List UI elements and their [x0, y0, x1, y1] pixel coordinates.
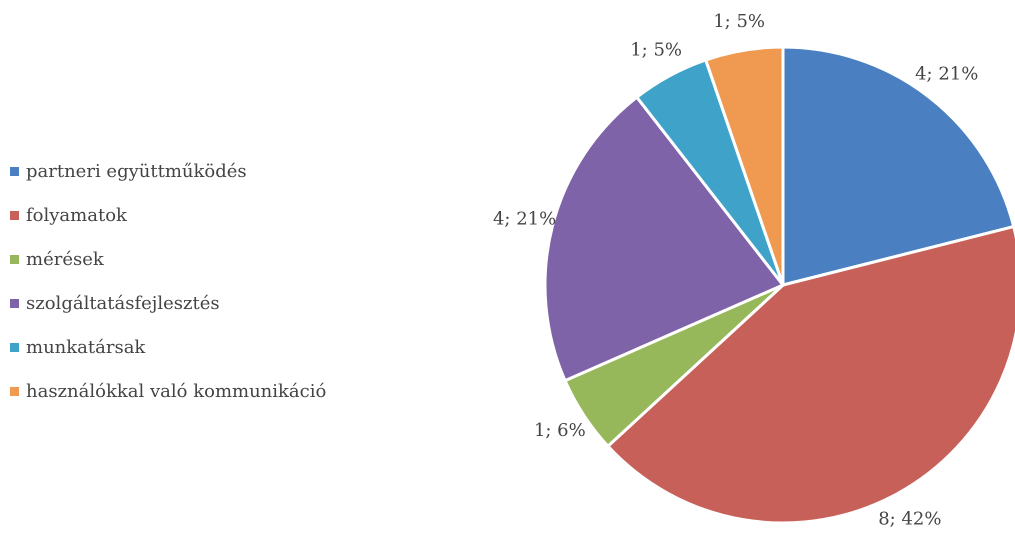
legend-label: munkatársak	[26, 337, 146, 358]
legend-label: folyamatok	[26, 205, 128, 226]
data-label: 1; 5%	[713, 11, 765, 32]
legend-label: használókkal való kommunikáció	[26, 381, 326, 402]
pie-slice	[703, 45, 785, 286]
legend-swatch	[10, 211, 19, 220]
pie-slice	[781, 45, 1015, 287]
data-label: 1; 6%	[534, 420, 586, 441]
legend-swatch	[10, 167, 19, 176]
pie-slice	[543, 95, 786, 383]
legend-swatch	[10, 299, 19, 308]
legend-swatch	[10, 255, 19, 264]
data-label: 4; 21%	[493, 209, 556, 230]
data-label: 8; 42%	[878, 508, 941, 529]
legend-swatch	[10, 343, 19, 352]
legend-label: szolgáltatásfejlesztés	[26, 293, 220, 314]
legend-label: partneri együttműködés	[26, 161, 247, 182]
data-label: 1; 5%	[630, 40, 682, 61]
data-label: 4; 21%	[915, 64, 978, 85]
legend-swatch	[10, 387, 19, 396]
pie-slice	[605, 224, 1015, 525]
legend-label: mérések	[26, 249, 105, 270]
